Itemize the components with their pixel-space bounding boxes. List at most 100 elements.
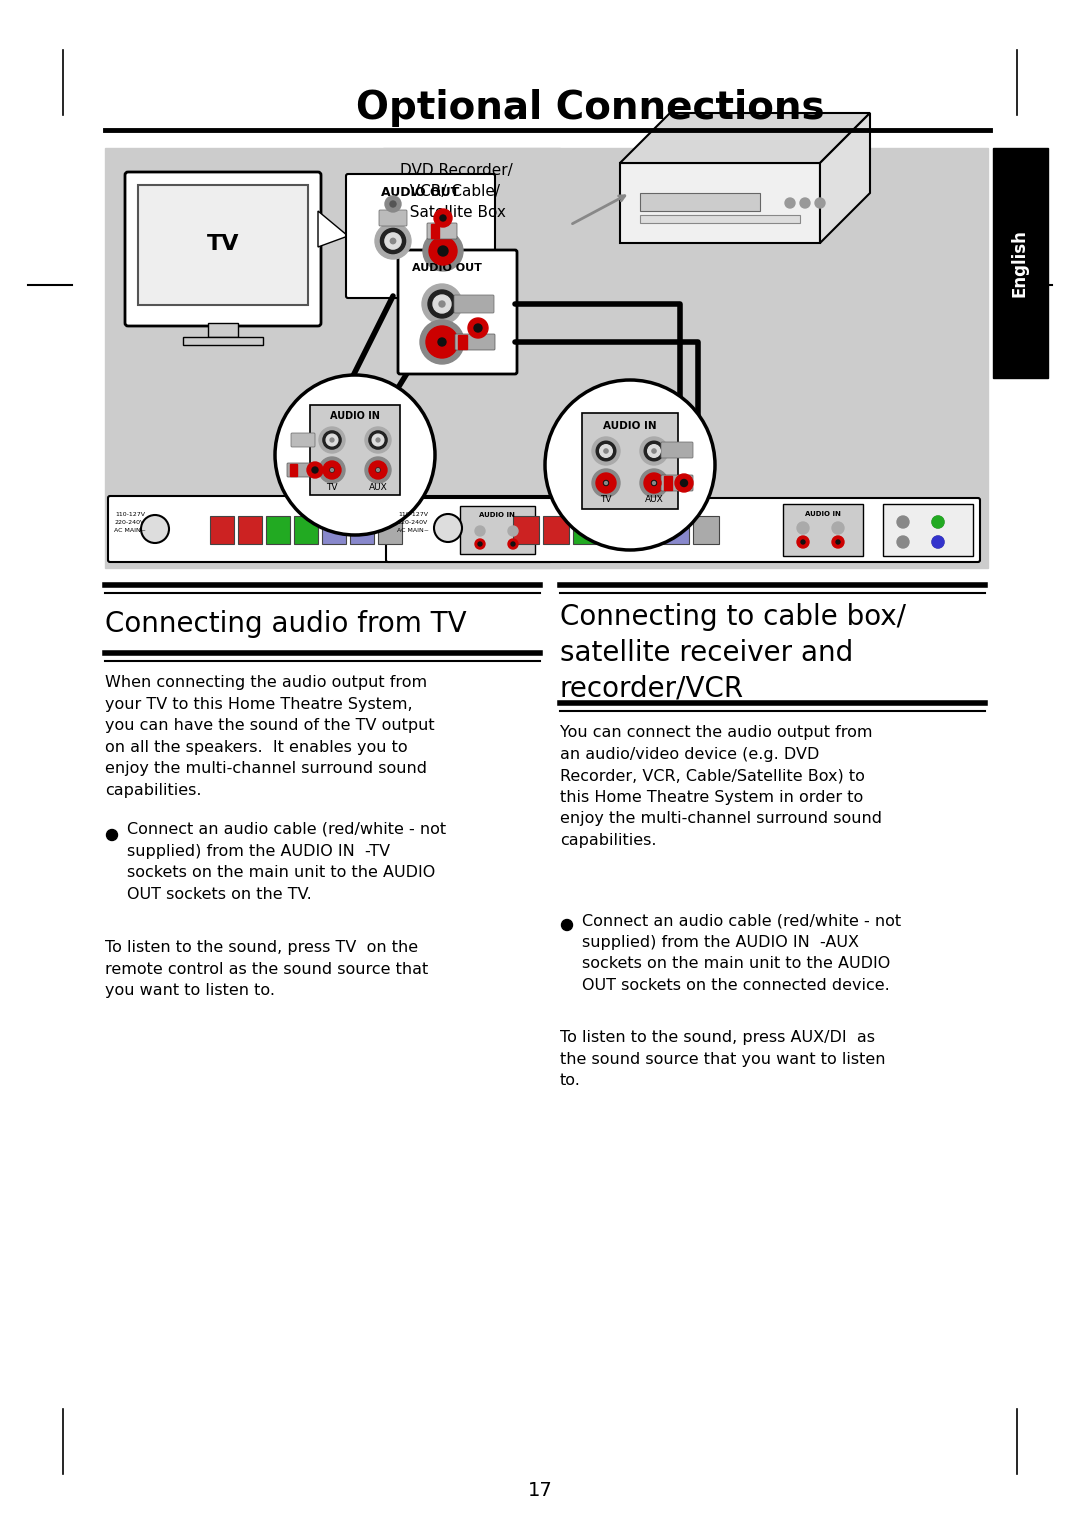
Text: AUDIO IN: AUDIO IN [604, 421, 657, 431]
Circle shape [438, 302, 445, 306]
Text: Connecting audio from TV: Connecting audio from TV [105, 610, 467, 639]
Circle shape [785, 198, 795, 207]
Circle shape [428, 290, 456, 319]
Bar [883, 504, 973, 556]
Text: AUDIO OUT: AUDIO OUT [381, 186, 459, 198]
Bar [640, 194, 760, 210]
Text: You can connect the audio output from
an audio/video device (e.g. DVD
Recorder, : You can connect the audio output from an… [561, 725, 882, 847]
Circle shape [365, 457, 391, 483]
Circle shape [433, 296, 451, 312]
Text: TV: TV [206, 235, 240, 255]
FancyBboxPatch shape [287, 463, 315, 477]
Circle shape [390, 238, 395, 244]
Circle shape [319, 427, 345, 453]
Polygon shape [620, 163, 820, 242]
Circle shape [604, 480, 608, 486]
Circle shape [376, 437, 380, 442]
Circle shape [932, 536, 944, 549]
Circle shape [369, 460, 387, 479]
Circle shape [675, 474, 693, 492]
Bar [105, 148, 561, 568]
Circle shape [441, 340, 444, 343]
Circle shape [442, 250, 445, 253]
Circle shape [648, 445, 660, 457]
Circle shape [508, 539, 518, 549]
Circle shape [596, 442, 616, 460]
Circle shape [897, 517, 909, 527]
Circle shape [365, 427, 391, 453]
Circle shape [797, 523, 809, 533]
Circle shape [429, 238, 457, 265]
Circle shape [323, 431, 341, 450]
FancyBboxPatch shape [108, 495, 552, 562]
Text: 220-240V: 220-240V [397, 520, 428, 524]
Circle shape [384, 197, 401, 212]
Text: Connect an audio cable (red/white - not
supplied) from the AUDIO IN  -TV
sockets: Connect an audio cable (red/white - not … [127, 821, 446, 902]
Circle shape [420, 320, 464, 364]
Circle shape [652, 450, 657, 453]
Circle shape [640, 469, 669, 497]
Circle shape [644, 442, 664, 460]
Circle shape [800, 198, 810, 207]
Text: AUDIO IN: AUDIO IN [480, 512, 515, 518]
Bar [633, 517, 659, 544]
Text: AUX: AUX [368, 483, 388, 492]
Polygon shape [820, 113, 870, 242]
Circle shape [511, 543, 515, 546]
Bar [294, 517, 318, 544]
Circle shape [438, 245, 448, 256]
Text: TV: TV [600, 494, 611, 503]
Text: AC MAIN~: AC MAIN~ [114, 527, 146, 533]
Circle shape [435, 242, 451, 259]
Circle shape [932, 517, 944, 527]
Circle shape [434, 514, 462, 543]
Circle shape [426, 326, 458, 358]
Circle shape [475, 526, 485, 536]
Text: 110-127V: 110-127V [114, 512, 145, 517]
Bar [460, 506, 535, 555]
FancyBboxPatch shape [125, 172, 321, 326]
Circle shape [468, 319, 488, 338]
Circle shape [604, 450, 608, 453]
Circle shape [107, 829, 118, 841]
Circle shape [432, 332, 453, 352]
Bar [543, 517, 569, 544]
Circle shape [640, 437, 669, 465]
Text: 17: 17 [528, 1480, 552, 1500]
Circle shape [836, 539, 840, 544]
Text: AUX: AUX [645, 494, 663, 503]
Circle shape [323, 460, 341, 479]
Circle shape [797, 536, 809, 549]
Bar [291, 463, 297, 475]
Bar [693, 517, 719, 544]
Bar [322, 517, 346, 544]
Circle shape [592, 469, 620, 497]
Circle shape [801, 539, 805, 544]
Circle shape [545, 379, 715, 550]
Bar [582, 413, 678, 509]
Circle shape [369, 431, 387, 450]
Circle shape [440, 215, 446, 221]
Circle shape [596, 472, 616, 492]
Circle shape [562, 919, 572, 931]
Circle shape [330, 468, 334, 472]
Text: DVD Recorder/
  VCR/ Cable/
  Satellite Box: DVD Recorder/ VCR/ Cable/ Satellite Box [400, 163, 513, 219]
Text: When connecting the audio output from
your TV to this Home Theatre System,
you c: When connecting the audio output from yo… [105, 675, 434, 799]
Circle shape [326, 463, 338, 475]
Bar [573, 517, 599, 544]
Circle shape [330, 437, 334, 442]
Circle shape [372, 463, 384, 475]
Circle shape [652, 482, 656, 485]
FancyBboxPatch shape [661, 442, 693, 459]
Circle shape [478, 543, 482, 546]
Circle shape [330, 468, 334, 471]
Circle shape [390, 201, 396, 207]
Text: English: English [1011, 229, 1029, 297]
Polygon shape [318, 210, 348, 247]
Bar [266, 517, 291, 544]
Bar [640, 215, 800, 223]
Bar [431, 224, 438, 238]
FancyBboxPatch shape [346, 174, 495, 299]
Bar [378, 517, 402, 544]
Bar [238, 517, 262, 544]
